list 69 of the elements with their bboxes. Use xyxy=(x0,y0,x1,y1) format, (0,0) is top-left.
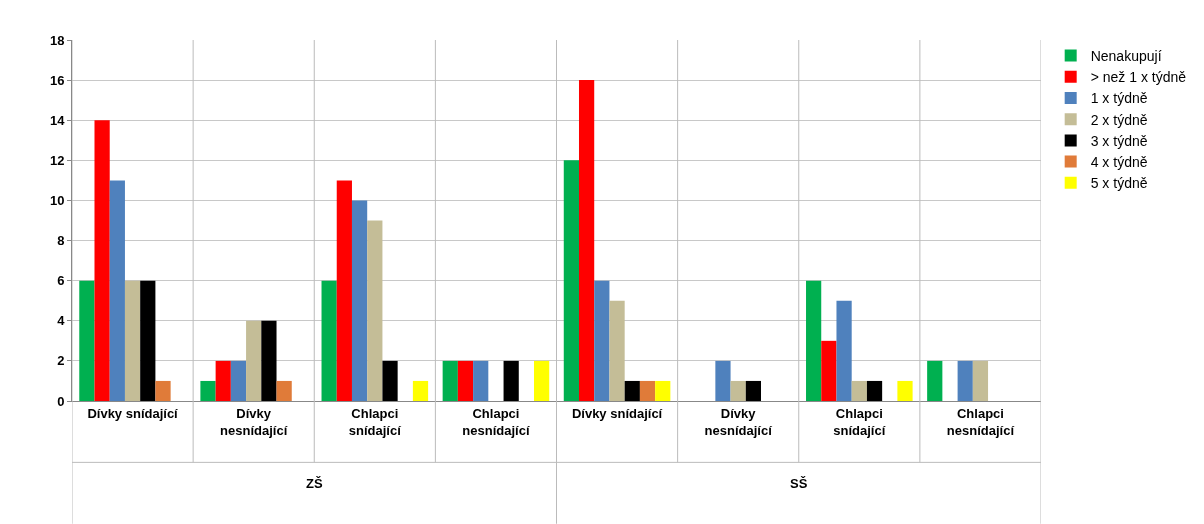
bar xyxy=(321,280,337,401)
bar xyxy=(94,120,110,401)
y-tick-label: 0 xyxy=(57,393,65,409)
bar xyxy=(624,380,640,401)
bar xyxy=(351,200,368,401)
legend-label: 4 x týdně xyxy=(1090,154,1148,171)
bar xyxy=(534,360,550,401)
bar xyxy=(927,360,943,401)
bar xyxy=(367,220,383,401)
x-tick-label: Chlapci snídající xyxy=(833,405,886,438)
bar xyxy=(155,380,171,401)
bar xyxy=(412,380,429,401)
bar xyxy=(382,360,398,401)
y-tick-label: 2 xyxy=(57,353,65,369)
bar xyxy=(836,300,852,401)
bar xyxy=(276,380,292,401)
bar xyxy=(246,320,262,401)
bar xyxy=(124,280,141,401)
x-tick-label: Chlapci nesnídající xyxy=(462,405,530,438)
bar xyxy=(821,340,837,401)
bar xyxy=(655,380,671,401)
text: ZŠ xyxy=(306,476,323,491)
bar xyxy=(336,180,352,401)
bar xyxy=(715,360,731,401)
bar xyxy=(972,360,989,401)
y-tick-label: 18 xyxy=(49,32,65,48)
y-tick-label: 6 xyxy=(57,273,65,289)
x-tick-label: Dívky nesnídající xyxy=(220,405,288,438)
legend-label: 2 x týdně xyxy=(1090,111,1148,128)
x-tick-label: Dívky snídající xyxy=(571,405,663,421)
text: SŠ xyxy=(790,476,808,491)
bar xyxy=(261,320,277,401)
bar xyxy=(457,360,474,401)
legend-label: Nenakupují xyxy=(1090,48,1162,65)
legend-label: > než 1 x týdně xyxy=(1090,69,1187,86)
bar xyxy=(79,280,95,401)
bar xyxy=(639,380,656,401)
y-tick-label: 14 xyxy=(49,112,66,128)
bar xyxy=(957,360,973,401)
x-tick-label: Dívky snídající xyxy=(87,405,179,421)
legend-label: 1 x týdně xyxy=(1090,90,1148,107)
bar xyxy=(745,380,762,401)
bar xyxy=(230,360,247,401)
bar xyxy=(806,280,822,401)
bar xyxy=(609,300,625,401)
bar xyxy=(200,380,216,401)
bar xyxy=(578,80,595,401)
legend-label: 3 x týdně xyxy=(1090,132,1148,149)
bar xyxy=(594,280,610,401)
x-tick-label: Dívky nesnídající xyxy=(704,405,773,438)
y-tick-label: 4 xyxy=(57,313,66,329)
y-tick-label: 16 xyxy=(49,72,65,88)
legend-label: 5 x týdně xyxy=(1090,175,1148,192)
x-tick-label: Chlapci snídající xyxy=(348,405,402,438)
bar xyxy=(442,360,458,401)
bar xyxy=(215,360,231,401)
bar xyxy=(897,380,913,401)
bar xyxy=(851,380,867,401)
y-tick-label: 8 xyxy=(57,233,65,249)
bar xyxy=(563,160,579,401)
bar xyxy=(473,360,489,401)
y-tick-label: 10 xyxy=(49,192,65,208)
bar xyxy=(866,380,883,401)
bar xyxy=(109,180,125,401)
bar xyxy=(140,280,156,401)
y-tick-label: 12 xyxy=(49,152,65,168)
bar xyxy=(503,360,519,401)
x-tick-label: Chlapci nesnídající xyxy=(946,405,1015,438)
bar xyxy=(730,380,746,401)
